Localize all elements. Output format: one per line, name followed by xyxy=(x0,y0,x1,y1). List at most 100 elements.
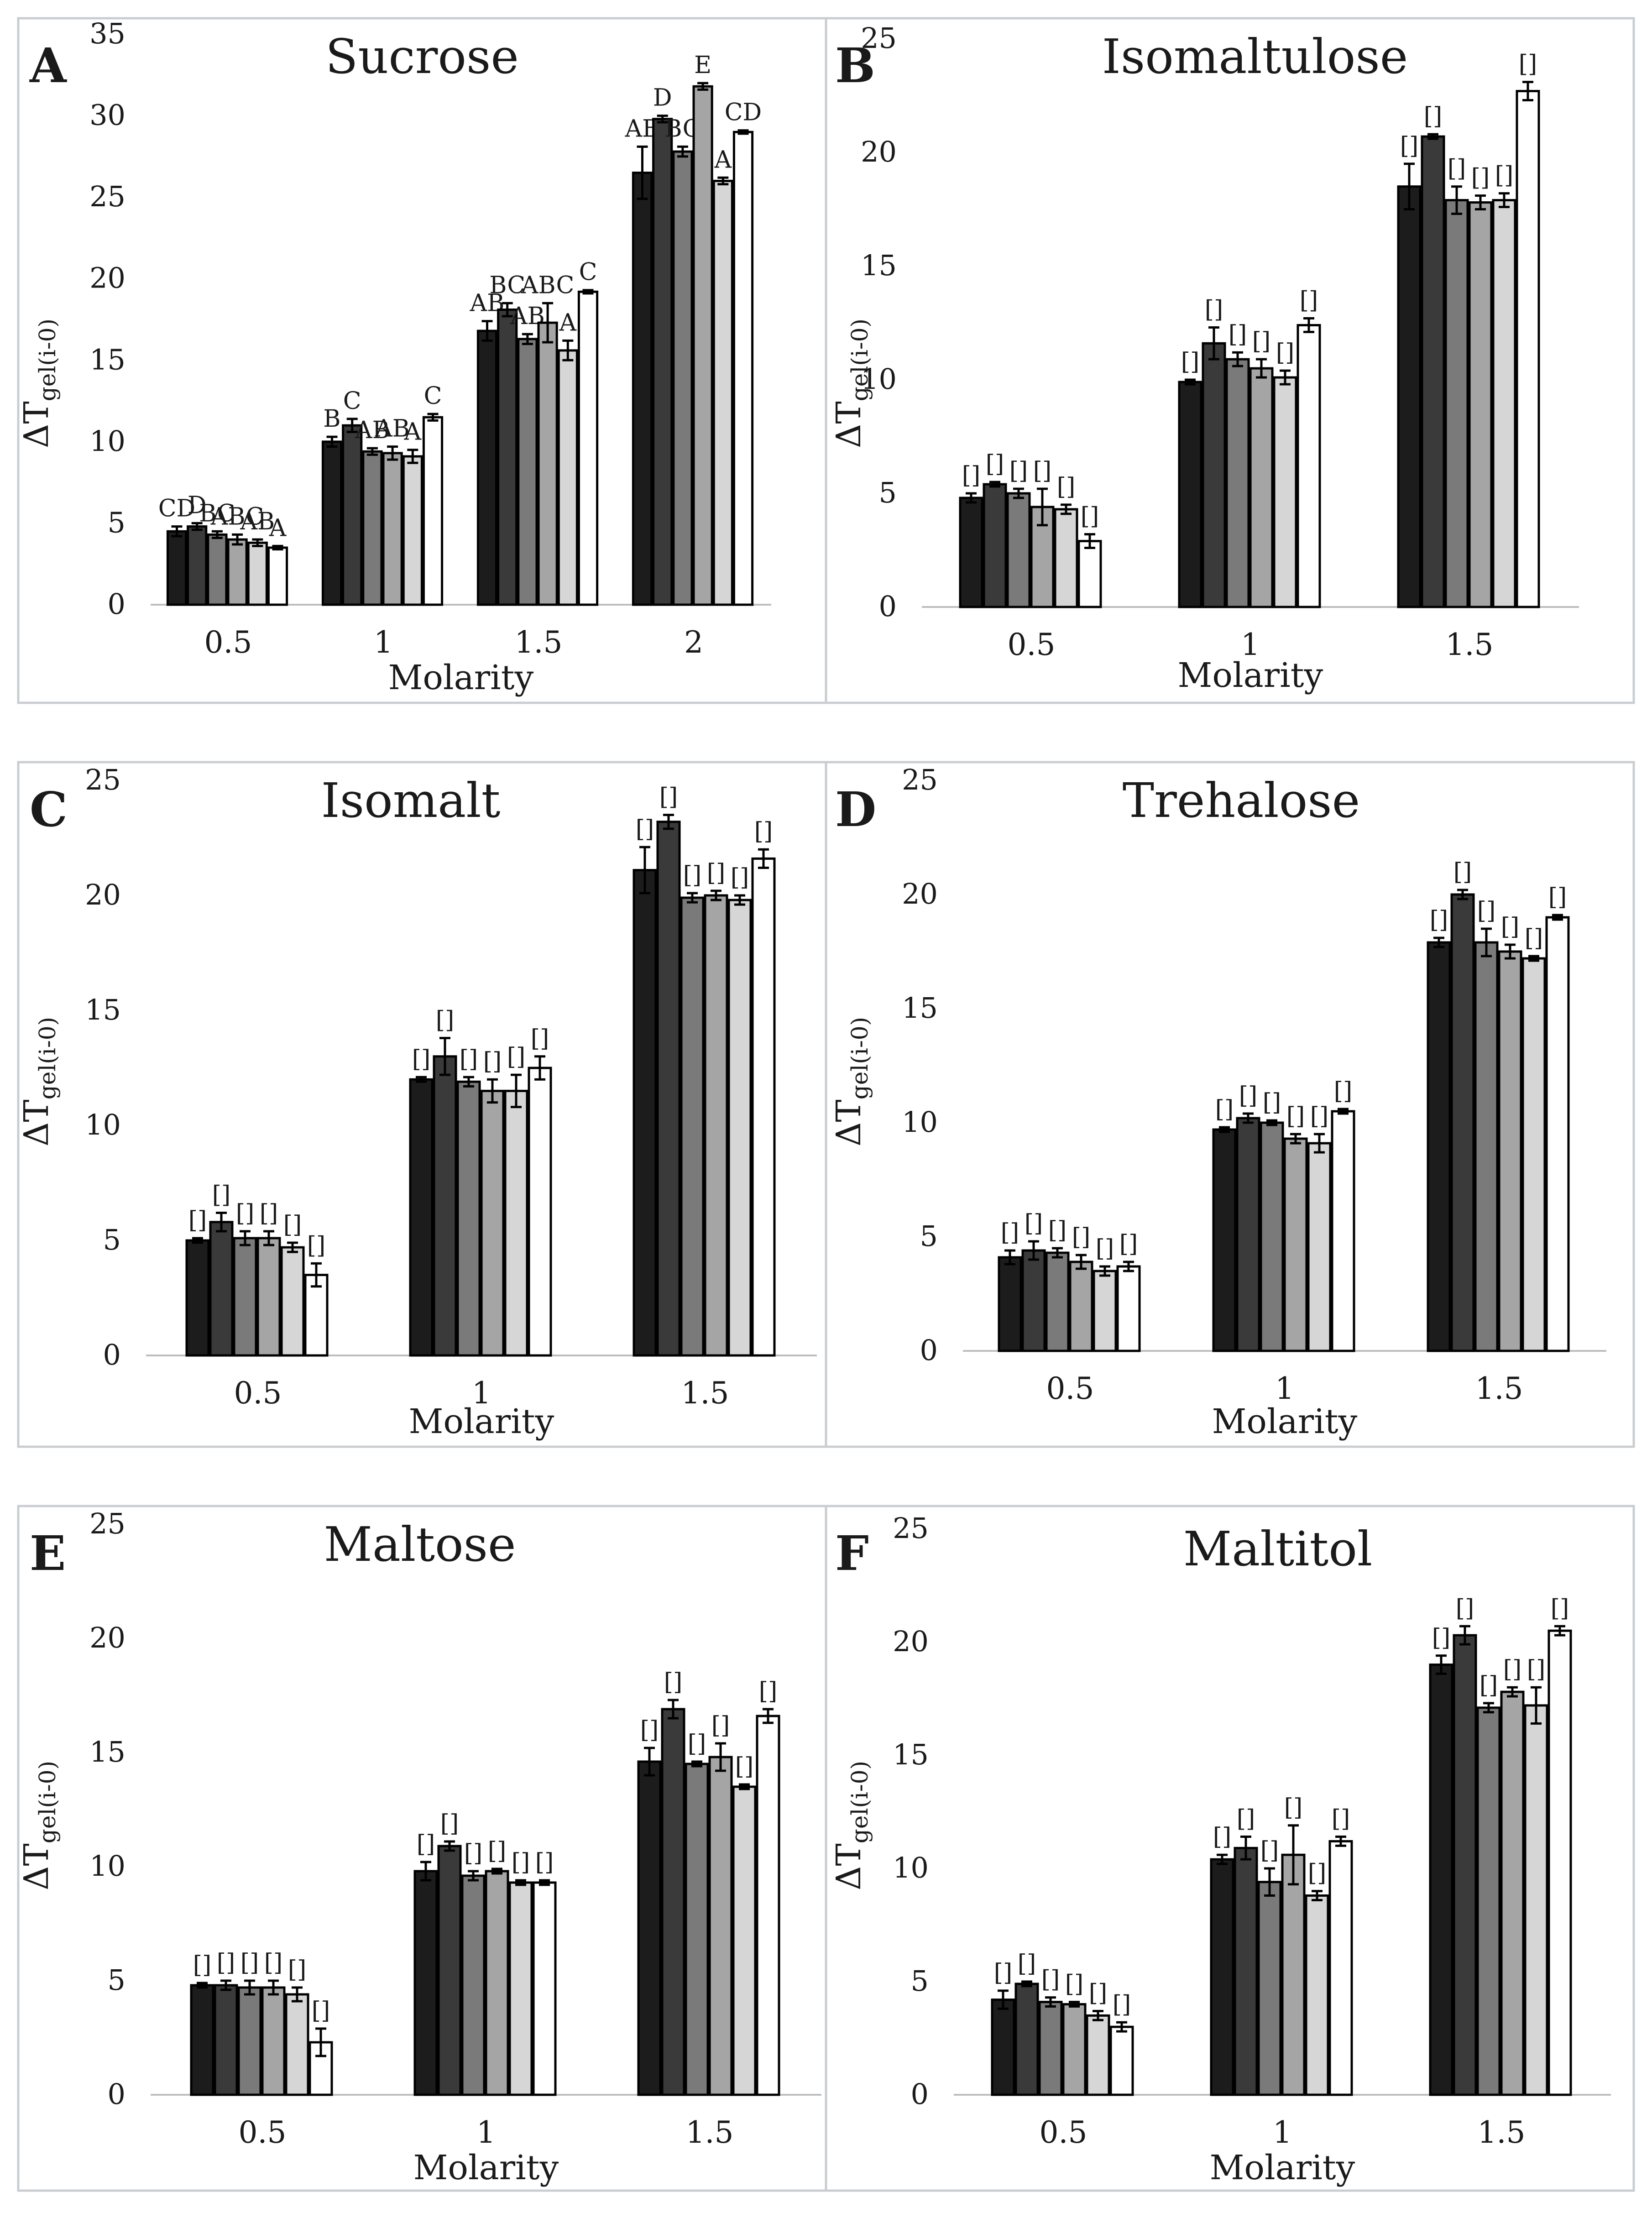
panel-b-significance-label: [] xyxy=(962,462,981,489)
panel-d-significance-label: [] xyxy=(1263,1089,1281,1116)
panel-b-significance-label: [] xyxy=(1519,51,1537,78)
panel-a-bar xyxy=(207,533,228,606)
panel-a-bar xyxy=(362,450,383,606)
panel-e-significance-label: [] xyxy=(759,1678,778,1705)
panel-c-bar xyxy=(633,869,657,1357)
panel-a-bar xyxy=(632,172,653,606)
panel-d-bar xyxy=(1427,941,1451,1352)
panel-e-significance-label: [] xyxy=(488,1837,507,1865)
panel-b-bar xyxy=(1297,324,1321,608)
panel-b-significance-label: [] xyxy=(1400,132,1419,160)
panel-f-letter: F xyxy=(835,1525,869,1581)
panel-b-bar xyxy=(1054,508,1078,608)
panel-e-bar xyxy=(461,1874,486,2096)
panel-e-title: Maltose xyxy=(324,1517,516,1572)
panel-d-bar xyxy=(1307,1142,1332,1352)
panel-f-bar xyxy=(1547,1629,1572,2096)
panel-b-title: Isomaltulose xyxy=(1102,29,1408,84)
panel-f-bar xyxy=(1500,1690,1525,2096)
panel-f-bar xyxy=(1524,1704,1548,2096)
panel-e-bar xyxy=(685,1763,709,2096)
panel-b-significance-label: [] xyxy=(1495,162,1514,189)
panel-f-ytick-label: 5 xyxy=(911,1964,929,1998)
panel-d-significance-label: [] xyxy=(1477,897,1496,925)
panel-e-ytick-label: 5 xyxy=(108,1963,125,1997)
panel-a: A Sucrose05101520253035ΔTgel(i-0)CDDBCABC… xyxy=(17,17,827,704)
panel-d-xlabel: Molarity xyxy=(1212,1402,1358,1441)
panel-c-significance-label: [] xyxy=(188,1207,207,1234)
panel-a-title: Sucrose xyxy=(325,29,519,84)
panel-d-ytick-label: 5 xyxy=(920,1219,938,1253)
panel-f-ytick-label: 0 xyxy=(911,2077,929,2111)
panel-b-significance-label: [] xyxy=(1471,164,1490,192)
panel-d-ytick-label: 10 xyxy=(902,1105,938,1139)
panel-c-ytick-label: 25 xyxy=(85,763,121,796)
panel-d-ytick-label: 25 xyxy=(902,763,938,796)
panel-b-significance-label: [] xyxy=(1448,155,1466,183)
panel-d-significance-label: [] xyxy=(1501,913,1520,941)
panel-c-category-label: 1 xyxy=(472,1376,491,1411)
panel-c-ytick-label: 5 xyxy=(103,1223,121,1256)
panel-c-xlabel: Molarity xyxy=(409,1402,554,1441)
panel-e-bar xyxy=(237,1986,262,2096)
panel-c-bar xyxy=(504,1089,528,1357)
panel-b-letter: B xyxy=(835,37,875,94)
panel-a-significance-label: D xyxy=(653,84,672,112)
panel-e-significance-label: [] xyxy=(735,1753,754,1780)
panel-b-ytick-label: 25 xyxy=(861,21,897,55)
panel-d-significance-label: [] xyxy=(1215,1096,1234,1123)
panel-e-significance-label: [] xyxy=(264,1949,283,1977)
panel-a-bar xyxy=(652,118,673,606)
panel-d-significance-label: [] xyxy=(1453,858,1472,886)
panel-f-bar xyxy=(1109,2025,1134,2096)
panel-b-significance-label: [] xyxy=(1057,473,1076,501)
panel-d-bar xyxy=(1045,1251,1070,1352)
panel-a-ytick-label: 10 xyxy=(89,424,125,458)
panel-a-significance-label: CD xyxy=(158,495,195,523)
panel-a-significance-label: A xyxy=(714,146,732,173)
panel-a-bar xyxy=(342,424,363,606)
panel-e: E Maltose0510152025ΔTgel(i-0)[][][][][][]… xyxy=(17,1505,827,2192)
panel-f-category-label: 0.5 xyxy=(1040,2115,1087,2150)
panel-a-significance-label: CD xyxy=(725,99,762,126)
panel-a-bar xyxy=(247,541,268,606)
panel-e-significance-label: [] xyxy=(640,1716,659,1744)
panel-f-significance-label: [] xyxy=(1308,1860,1327,1887)
panel-a-bar xyxy=(517,338,538,606)
panel-e-ytick-label: 25 xyxy=(89,1507,125,1540)
panel-d-bar xyxy=(1116,1265,1141,1352)
panel-f-bar xyxy=(1038,2001,1063,2096)
panel-c-bar xyxy=(751,857,776,1357)
panel-a-significance-label: D xyxy=(188,492,207,519)
panel-f-ytick-label: 15 xyxy=(893,1738,929,1771)
panel-f-significance-label: [] xyxy=(1089,1979,1108,2007)
panel-a-bar xyxy=(402,455,423,606)
panel-f-category-label: 1.5 xyxy=(1478,2115,1526,2150)
panel-d-significance-label: [] xyxy=(1025,1210,1043,1237)
panel-b-bar xyxy=(1225,358,1250,608)
panel-c-ytick-label: 0 xyxy=(103,1338,121,1371)
panel-f-significance-label: [] xyxy=(1332,1805,1350,1833)
panel-d-bar xyxy=(1236,1117,1260,1352)
panel-e-ytick-label: 20 xyxy=(89,1621,125,1654)
panel-f-bar xyxy=(1281,1853,1306,2096)
panel-e-significance-label: [] xyxy=(288,1956,307,1983)
panel-d-significance-label: [] xyxy=(1096,1235,1114,1262)
panel-b-significance-label: [] xyxy=(1205,296,1223,323)
panel-b-significance-label: [] xyxy=(1033,457,1052,485)
panel-d-category-label: 0.5 xyxy=(1046,1371,1094,1406)
panel-e-ytick-label: 0 xyxy=(108,2077,125,2111)
panel-a-ytick-label: 35 xyxy=(89,17,125,50)
panel-e-bar xyxy=(413,1870,438,2096)
panel-e-bar xyxy=(637,1760,662,2096)
panel-d-bar xyxy=(1498,950,1522,1352)
panel-a-significance-label: B xyxy=(323,405,340,433)
panel-e-bar xyxy=(661,1708,685,2096)
panel-a-bar xyxy=(476,330,498,606)
panel-d-significance-label: [] xyxy=(1310,1103,1329,1130)
panel-a-ytick-label: 5 xyxy=(108,506,125,539)
panel-c-bar xyxy=(656,821,681,1357)
panel-f-bar xyxy=(1234,1847,1258,2096)
panel-b-bar xyxy=(1178,381,1202,608)
panel-b-category-label: 1 xyxy=(1241,627,1260,662)
